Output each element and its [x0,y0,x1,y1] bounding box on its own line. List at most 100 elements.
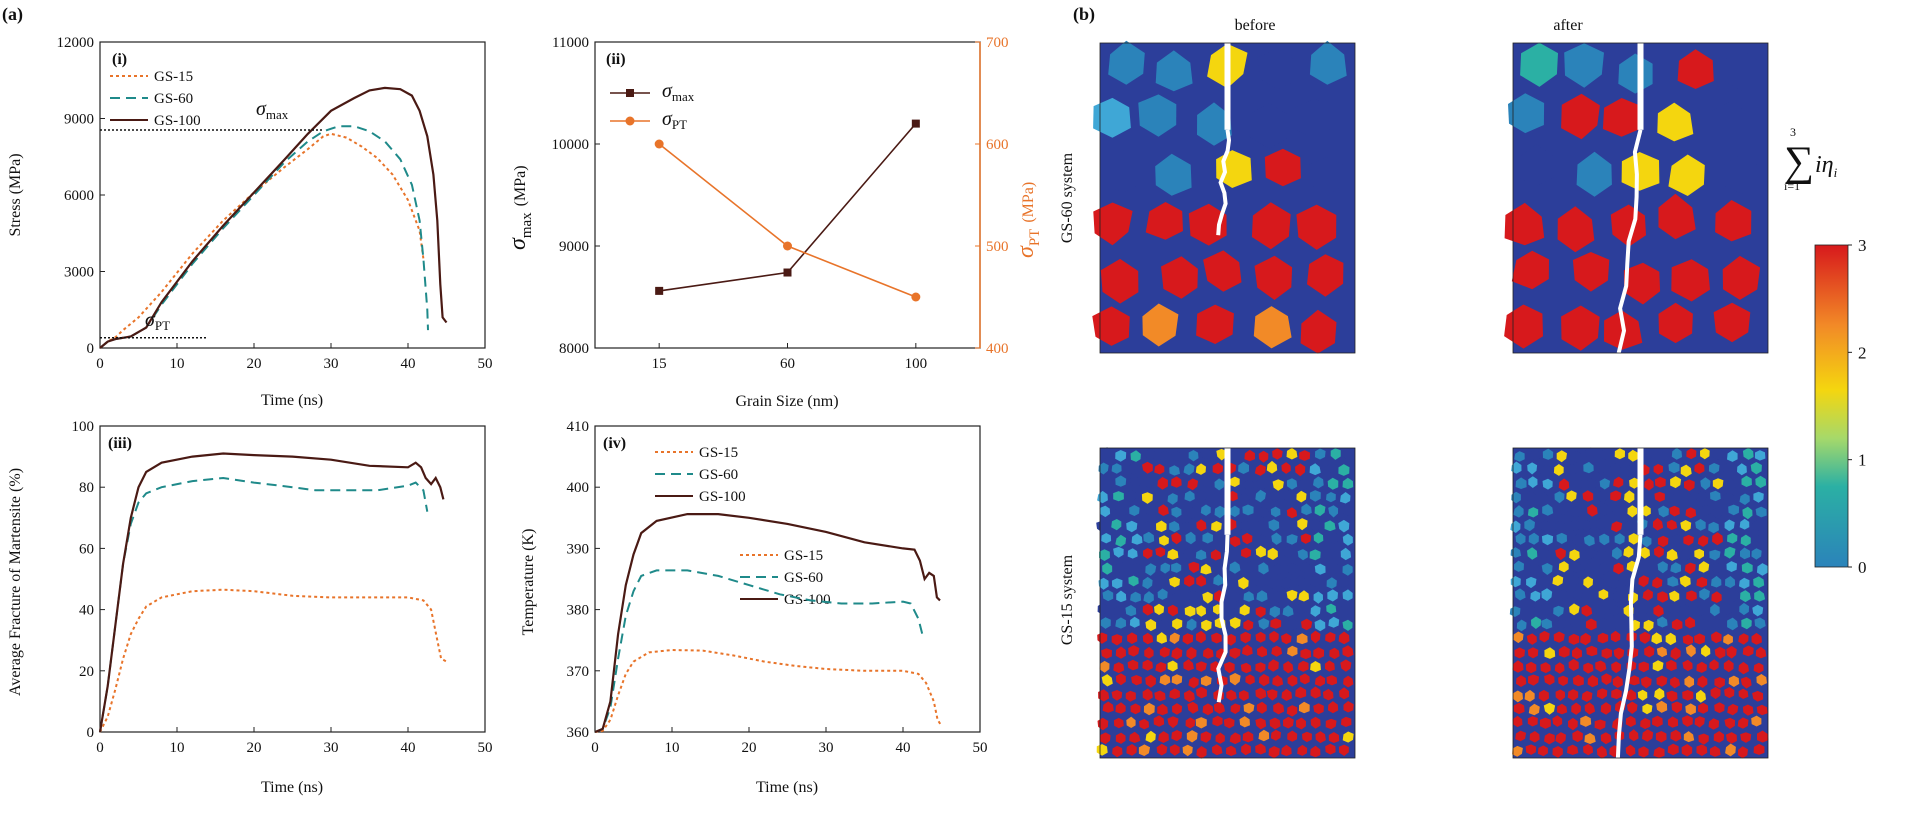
grain [1572,534,1583,546]
grain [1230,703,1241,714]
grain [1145,448,1156,461]
grain [1665,632,1677,646]
grain [1583,534,1595,547]
grain [1712,102,1748,145]
grain [1295,463,1306,477]
grain [1558,561,1569,573]
grain [1528,703,1540,716]
x-tick-label: 0 [96,740,104,756]
grain [1310,686,1321,699]
grain [1212,715,1223,727]
grain [1638,603,1648,616]
colorbar-sum-upper: 3 [1790,125,1796,139]
grain [1183,690,1195,703]
grain [1296,490,1307,503]
series-line-gs-60 [99,125,429,349]
legend-label-sigma-max: σmax [662,80,695,104]
grain [1656,700,1668,713]
grain [1188,203,1227,246]
x-tick-label: 10 [665,740,680,756]
grain [1601,673,1612,685]
grain [1101,648,1112,659]
grain [1739,602,1750,616]
grain [1671,447,1683,460]
grain [1596,745,1608,759]
phase-map-frame [1099,42,1356,354]
grain [1653,746,1665,758]
grain [1255,718,1267,730]
grain [1268,746,1280,759]
grain [1652,517,1664,531]
grain [1539,717,1551,729]
grain [1598,617,1609,630]
grain [1682,690,1694,701]
grain [1538,547,1549,560]
grain [1669,505,1680,517]
y2-tick-label: 500 [986,239,1009,255]
grain [1282,490,1293,502]
grain [1301,618,1313,631]
grain [1125,489,1137,503]
grain [1241,532,1253,545]
grain [1340,492,1351,504]
grain [1182,521,1193,533]
grain [1583,662,1594,674]
grain [1527,716,1538,727]
chart-ii-yticks: 8000 9000 10000 11000 [552,35,600,357]
y2-tick-label: 700 [986,35,1009,51]
grain [1161,256,1198,299]
grain [1115,561,1127,574]
grain [1169,521,1180,533]
grain [1182,744,1193,757]
y-tick-label: 390 [567,541,590,557]
grain [1282,605,1294,617]
grain [1696,689,1706,703]
grain [1742,447,1754,460]
chart-iv-series [594,513,943,734]
grain [1338,464,1350,476]
grain [1528,476,1538,488]
grain [1714,677,1725,689]
grain [1258,506,1270,518]
grain [1723,153,1760,194]
grain [1272,590,1284,603]
grain [1216,448,1227,461]
grain [1128,462,1139,475]
grain [1158,535,1169,546]
y-tick-label: 0 [87,725,95,741]
grain [1638,746,1649,758]
phase-map-gs60-after [1504,42,1769,354]
grain [1700,477,1711,491]
grain [1214,505,1226,519]
grain [1267,547,1278,560]
grain [1526,576,1537,589]
grain [1643,619,1654,632]
grain [1297,518,1308,531]
grain [1128,645,1140,657]
grain [1287,730,1298,742]
grain [1654,687,1665,700]
x-tick-label: 20 [247,356,262,372]
grain [1738,633,1749,645]
grain [1755,646,1767,659]
grain [1200,675,1212,687]
grain [1694,633,1706,645]
grain [1614,619,1626,632]
grain [1130,591,1142,603]
grain [1138,94,1177,137]
grain [1143,531,1155,544]
y-tick-label: 3000 [64,265,94,281]
grain [1115,505,1127,517]
grain [1554,662,1565,674]
grain [1342,477,1354,490]
grain [1754,450,1766,461]
grain [1138,744,1150,756]
grain [1142,688,1153,701]
grain [1567,689,1579,701]
grain [1681,744,1693,757]
grain [1215,533,1227,545]
grain [1185,717,1196,729]
grain [1738,746,1748,759]
grain [1255,576,1266,588]
grain [1641,561,1653,574]
